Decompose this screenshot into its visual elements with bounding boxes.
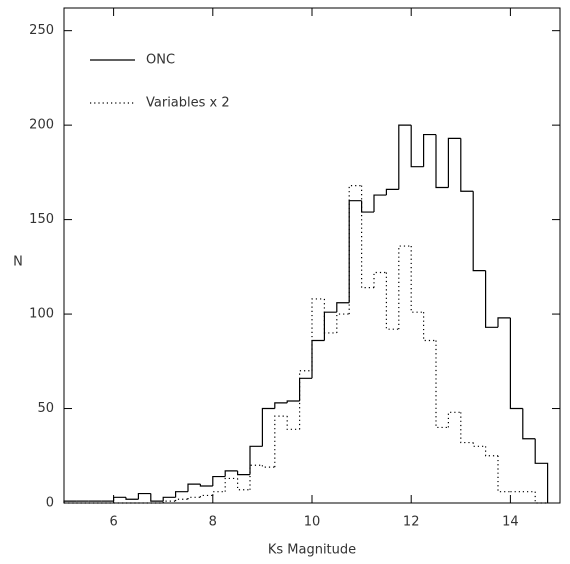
x-tick-label: 10 (304, 515, 321, 530)
histogram-step (113, 496, 126, 502)
histogram-step (373, 271, 387, 288)
histogram-step (323, 311, 337, 341)
histogram-step (162, 500, 176, 503)
histogram-step (534, 491, 548, 504)
histogram-step (261, 407, 275, 447)
histogram-step (286, 416, 300, 430)
histogram-step (472, 442, 486, 447)
histogram-step (410, 246, 424, 313)
histogram-step (299, 377, 312, 401)
histogram-step (187, 496, 201, 500)
y-tick-label: 50 (37, 401, 54, 416)
histogram-step (423, 133, 436, 167)
histogram-step (460, 412, 474, 444)
histogram-step (261, 465, 275, 468)
histogram-step (212, 475, 226, 486)
histogram-step (472, 191, 486, 272)
histogram-step (460, 138, 474, 192)
histogram-step (447, 137, 461, 188)
histogram-step (199, 494, 213, 498)
histogram-step (522, 408, 536, 440)
histogram-step (224, 477, 238, 492)
histogram-step (509, 317, 523, 410)
histogram-step (497, 455, 511, 493)
histogram-step (175, 491, 188, 498)
histogram-step (224, 470, 238, 477)
x-tick-label: 6 (109, 515, 117, 530)
histogram-step (162, 496, 176, 502)
histogram-step (447, 411, 461, 428)
y-tick-label: 100 (29, 307, 54, 322)
histogram-step (435, 340, 449, 429)
histogram-step (249, 445, 263, 475)
histogram-step (311, 339, 325, 379)
histogram-step (348, 184, 362, 315)
histogram-step (212, 491, 226, 496)
y-tick-label: 0 (46, 496, 54, 511)
histogram-step (497, 317, 511, 328)
x-tick-label: 14 (502, 515, 519, 530)
x-axis-label: Ks Magnitude (268, 543, 356, 558)
histogram-step (249, 464, 263, 490)
histogram-step (286, 400, 300, 403)
x-tick-label: 8 (209, 515, 217, 530)
histogram-step (336, 302, 350, 313)
histogram-step (187, 483, 201, 492)
histogram-step (534, 438, 549, 503)
histogram-step (385, 272, 399, 330)
histogram-step (361, 200, 374, 213)
histogram-step (237, 478, 250, 491)
histogram-step (361, 185, 374, 289)
histogram-step (398, 245, 412, 330)
histogram-step (299, 370, 312, 430)
histogram-step (410, 125, 424, 168)
histogram-step (311, 298, 325, 371)
histogram-step (398, 124, 412, 190)
x-tick-label: 12 (403, 515, 420, 530)
histogram-step (373, 194, 387, 213)
legend-label: Variables x 2 (146, 96, 230, 111)
y-tick-label: 200 (29, 118, 54, 133)
y-tick-label: 150 (29, 212, 54, 227)
histogram-step (150, 493, 164, 502)
histogram-step (336, 313, 350, 333)
histogram-step (348, 200, 362, 303)
histogram-step (485, 270, 498, 328)
histogram-step (125, 497, 139, 500)
histogram-step (323, 298, 337, 334)
histogram-step (485, 446, 498, 457)
histogram-step (137, 492, 151, 500)
histogram-step (423, 312, 436, 342)
y-axis-label: N (13, 255, 23, 270)
histogram-step (385, 188, 399, 196)
histogram-step (274, 415, 288, 468)
histogram-step (274, 402, 288, 409)
histogram-step (63, 500, 77, 503)
legend-label: ONC (146, 53, 175, 68)
y-tick-label: 250 (29, 23, 54, 38)
histogram-step (237, 470, 250, 476)
histogram-step (175, 498, 188, 502)
histogram-step (435, 134, 449, 189)
plot-frame (63, 7, 561, 504)
histogram-step (199, 484, 213, 487)
